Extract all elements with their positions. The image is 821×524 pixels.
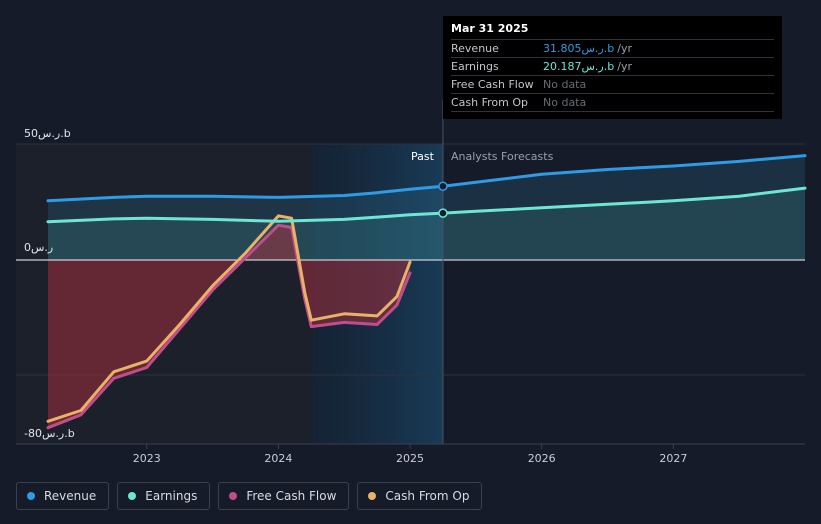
x-tick-label: 2026: [528, 452, 556, 465]
x-tick-label: 2025: [396, 452, 424, 465]
legend-dot-icon: [368, 492, 377, 500]
forecast-label: Analysts Forecasts: [451, 150, 554, 163]
tooltip-label: Earnings: [451, 60, 499, 73]
legend-item-earnings[interactable]: Earnings: [117, 482, 211, 510]
tooltip-value: 20.187ر.س.b: [543, 60, 615, 73]
tooltip-label: Free Cash Flow: [451, 78, 534, 91]
legend-label: Cash From Op: [385, 489, 470, 503]
past-label: Past: [411, 150, 435, 163]
tooltip-unit: /yr: [617, 42, 632, 55]
y-tick-label-top: 50ر.س.b: [24, 127, 71, 140]
earnings-marker: [438, 208, 448, 218]
legend-label: Earnings: [145, 489, 198, 503]
tooltip-row-cash-from-op: Cash From Op No data: [451, 93, 774, 112]
cash-from-op-line: [46, 214, 412, 423]
revenue-marker: [438, 181, 448, 191]
tooltip-date: Mar 31 2025: [451, 22, 529, 35]
tooltip-label: Revenue: [451, 42, 499, 55]
tooltip-label: Cash From Op: [451, 96, 529, 109]
x-tick-label: 2027: [659, 452, 687, 465]
y-tick-label-zero: 0ر.س: [24, 241, 53, 254]
legend-label: Revenue: [44, 489, 97, 503]
legend-dot-icon: [229, 492, 238, 500]
chart-legend: Revenue Earnings Free Cash Flow Cash Fro…: [16, 482, 483, 510]
legend-dot-icon: [128, 492, 137, 500]
revenue-line: [46, 154, 807, 203]
tooltip-value: No data: [543, 96, 587, 109]
legend-item-free-cash-flow[interactable]: Free Cash Flow: [218, 482, 350, 510]
x-tick-label: 2024: [264, 452, 292, 465]
tooltip-row-free-cash-flow: Free Cash Flow No data: [451, 75, 774, 93]
tooltip-row-earnings: Earnings 20.187ر.س.b /yr: [451, 57, 774, 75]
legend-item-revenue[interactable]: Revenue: [16, 482, 110, 510]
tooltip-row-revenue: Revenue 31.805ر.س.b /yr: [451, 39, 774, 57]
y-tick-label-bottom: -80ر.س.b: [24, 427, 75, 440]
tooltip-unit: /yr: [617, 60, 632, 73]
earnings-area: [48, 188, 805, 260]
free-cash-flow-area: [48, 225, 410, 428]
x-tick-label: 2023: [133, 452, 161, 465]
legend-dot-icon: [27, 492, 35, 500]
revenue-area: [48, 155, 805, 260]
tooltip-value: 31.805ر.س.b: [543, 42, 615, 55]
free-cash-flow-line: [46, 223, 412, 430]
tooltip-value: No data: [543, 78, 587, 91]
earnings-line: [46, 186, 807, 224]
legend-label: Free Cash Flow: [246, 489, 337, 503]
data-tooltip: Mar 31 2025 Revenue 31.805ر.س.b /yr Earn…: [443, 16, 782, 119]
legend-item-cash-from-op[interactable]: Cash From Op: [357, 482, 483, 510]
